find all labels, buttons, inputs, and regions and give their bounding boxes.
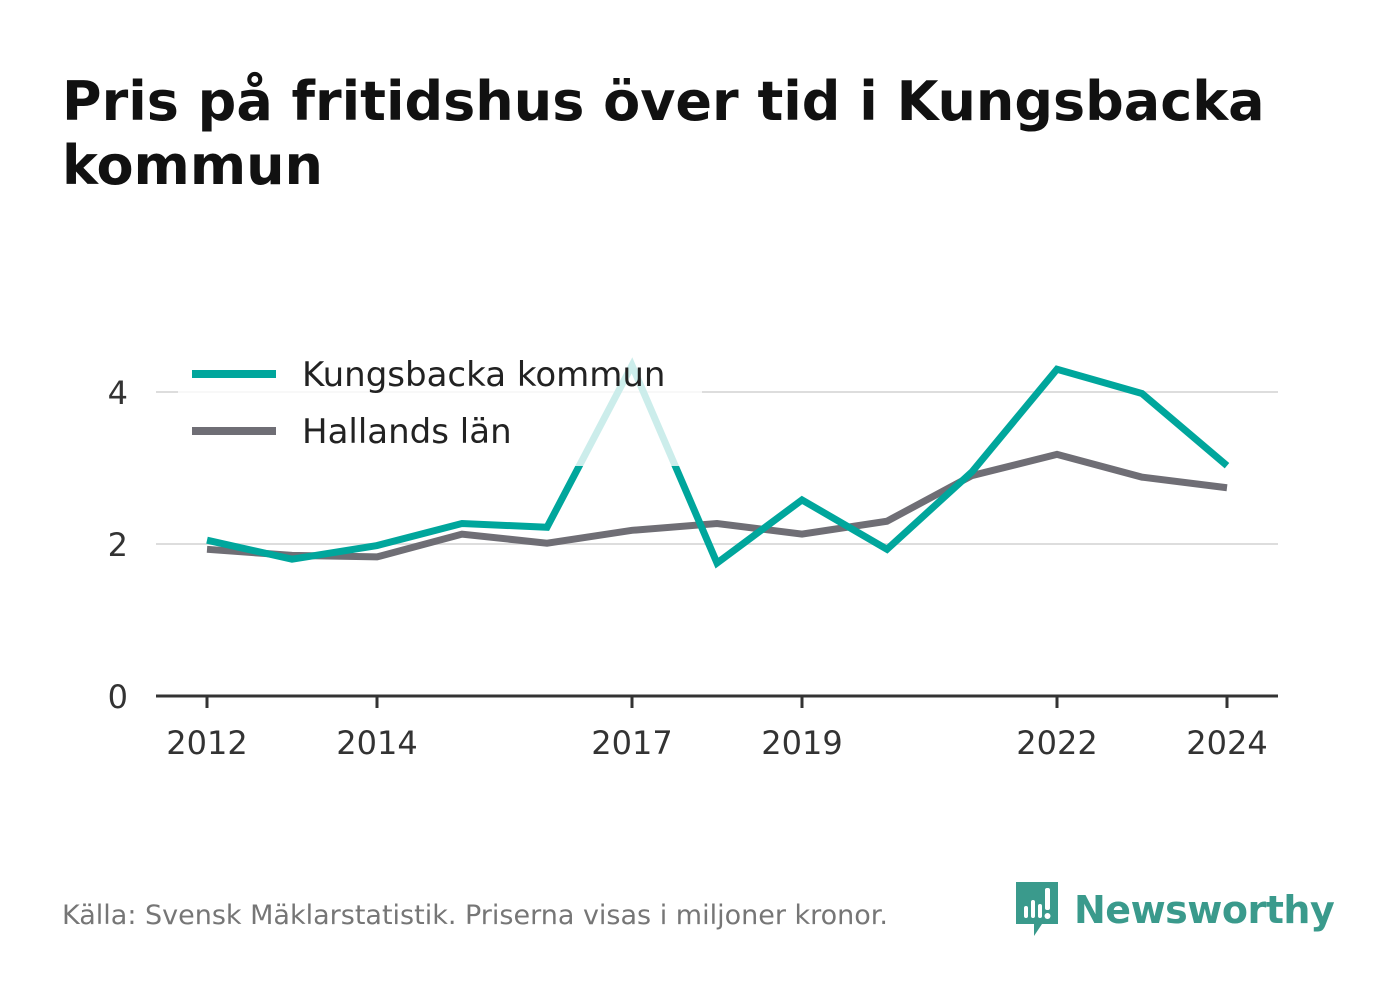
x-tick-label: 2012	[166, 724, 247, 762]
brand-logo: Newsworthy	[1012, 880, 1335, 940]
chart-title-line-2: kommun	[62, 134, 323, 197]
x-tick-label: 2024	[1186, 724, 1267, 762]
y-tick-label: 4	[108, 374, 128, 412]
chart-title: Pris på fritidshus över tid i Kungsbacka…	[62, 70, 1342, 198]
y-tick-label: 2	[108, 526, 128, 564]
axes: 0 2 4 2012 2014 2017 2019 2022 2024	[108, 374, 1278, 762]
series-line-kungsbacka	[206, 357, 1230, 569]
legend: Kungsbacka kommun Hallands län	[178, 344, 702, 466]
x-tick-label: 2014	[336, 724, 417, 762]
legend-label: Kungsbacka kommun	[302, 355, 665, 395]
x-tick-label: 2022	[1016, 724, 1097, 762]
legend-label: Hallands län	[302, 412, 512, 452]
x-tick-label: 2019	[761, 724, 842, 762]
line-chart: Kungsbacka kommun Hallands län 0 2 4 2012 201…	[107, 344, 1278, 762]
x-tick-label: 2017	[591, 724, 672, 762]
series-line-halland	[206, 450, 1228, 561]
brand-name: Newsworthy	[1074, 888, 1335, 932]
series-lines	[206, 357, 1230, 569]
legend-background	[178, 344, 702, 466]
y-tick-label: 0	[108, 678, 128, 716]
source-note: Källa: Svensk Mäklarstatistik. Priserna …	[62, 900, 889, 931]
newsworthy-logo-icon	[1016, 882, 1058, 936]
chart-title-line-1: Pris på fritidshus över tid i Kungsbacka	[62, 70, 1265, 133]
